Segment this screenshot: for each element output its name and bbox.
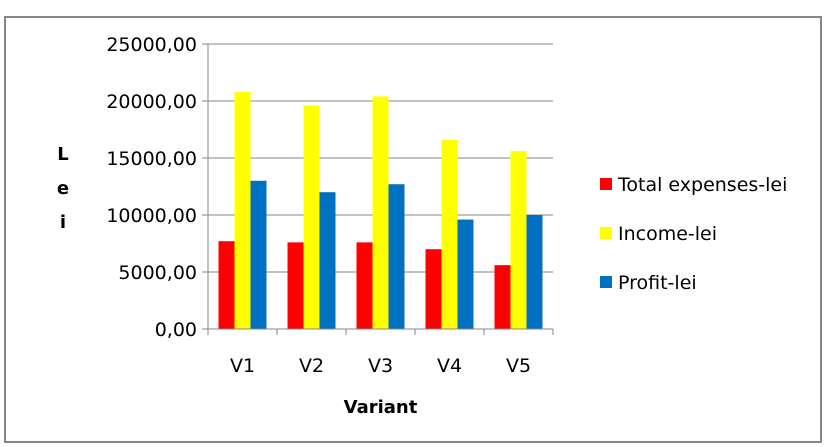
- x-tick-label: V5: [506, 355, 531, 377]
- y-tick-label: 0,00: [155, 319, 197, 341]
- y-tick-label: 25000,00: [106, 34, 197, 56]
- y-tick-label: 20000,00: [106, 91, 197, 113]
- legend-label: Total expenses-lei: [617, 174, 787, 196]
- legend-label: Income-lei: [618, 223, 717, 245]
- x-tick-label: V2: [299, 355, 324, 377]
- x-tick-label: V3: [368, 355, 393, 377]
- chart-frame: [4, 16, 822, 443]
- bar-income-lei-v5: [510, 151, 527, 329]
- y-axis-title-char: e: [57, 178, 69, 199]
- bar-total-expenses-lei-v3: [356, 242, 373, 329]
- bars: [218, 91, 543, 329]
- bar-profit-lei-v1: [250, 180, 267, 329]
- y-axis-title-char: i: [60, 212, 66, 233]
- legend-swatch: [600, 227, 612, 239]
- bar-profit-lei-v3: [388, 184, 405, 329]
- bar-income-lei-v3: [372, 96, 389, 329]
- bar-total-expenses-lei-v1: [218, 241, 235, 329]
- x-tick-label: V4: [437, 355, 462, 377]
- bar-income-lei-v4: [441, 139, 458, 329]
- y-tick-label: 5000,00: [118, 262, 197, 284]
- x-tick-label: V1: [230, 355, 255, 377]
- y-axis-title: Lei: [57, 144, 69, 233]
- bar-profit-lei-v4: [457, 219, 474, 329]
- y-axis-ticks: 0,00 5000,00 10000,00 15000,00 20000,00 25000…: [106, 34, 208, 341]
- bar-total-expenses-lei-v4: [425, 249, 442, 329]
- legend-swatch: [600, 276, 612, 288]
- bar-income-lei-v1: [234, 91, 251, 329]
- y-axis-title-char: L: [57, 144, 68, 165]
- bar-total-expenses-lei-v2: [287, 242, 304, 329]
- y-tick-label: 15000,00: [106, 148, 197, 170]
- bar-profit-lei-v2: [319, 192, 336, 329]
- bar-profit-lei-v5: [526, 215, 543, 329]
- legend-swatch: [600, 178, 612, 190]
- y-tick-label: 10000,00: [106, 205, 197, 227]
- bar-income-lei-v2: [303, 105, 320, 329]
- x-axis-title: Variant: [344, 397, 418, 418]
- x-axis-ticks: V1 V2 V3 V4 V5: [207, 329, 554, 377]
- legend: Total expenses-lei Income-lei Profit-lei: [600, 174, 787, 294]
- legend-label: Profit-lei: [618, 272, 697, 294]
- bar-total-expenses-lei-v5: [494, 265, 511, 329]
